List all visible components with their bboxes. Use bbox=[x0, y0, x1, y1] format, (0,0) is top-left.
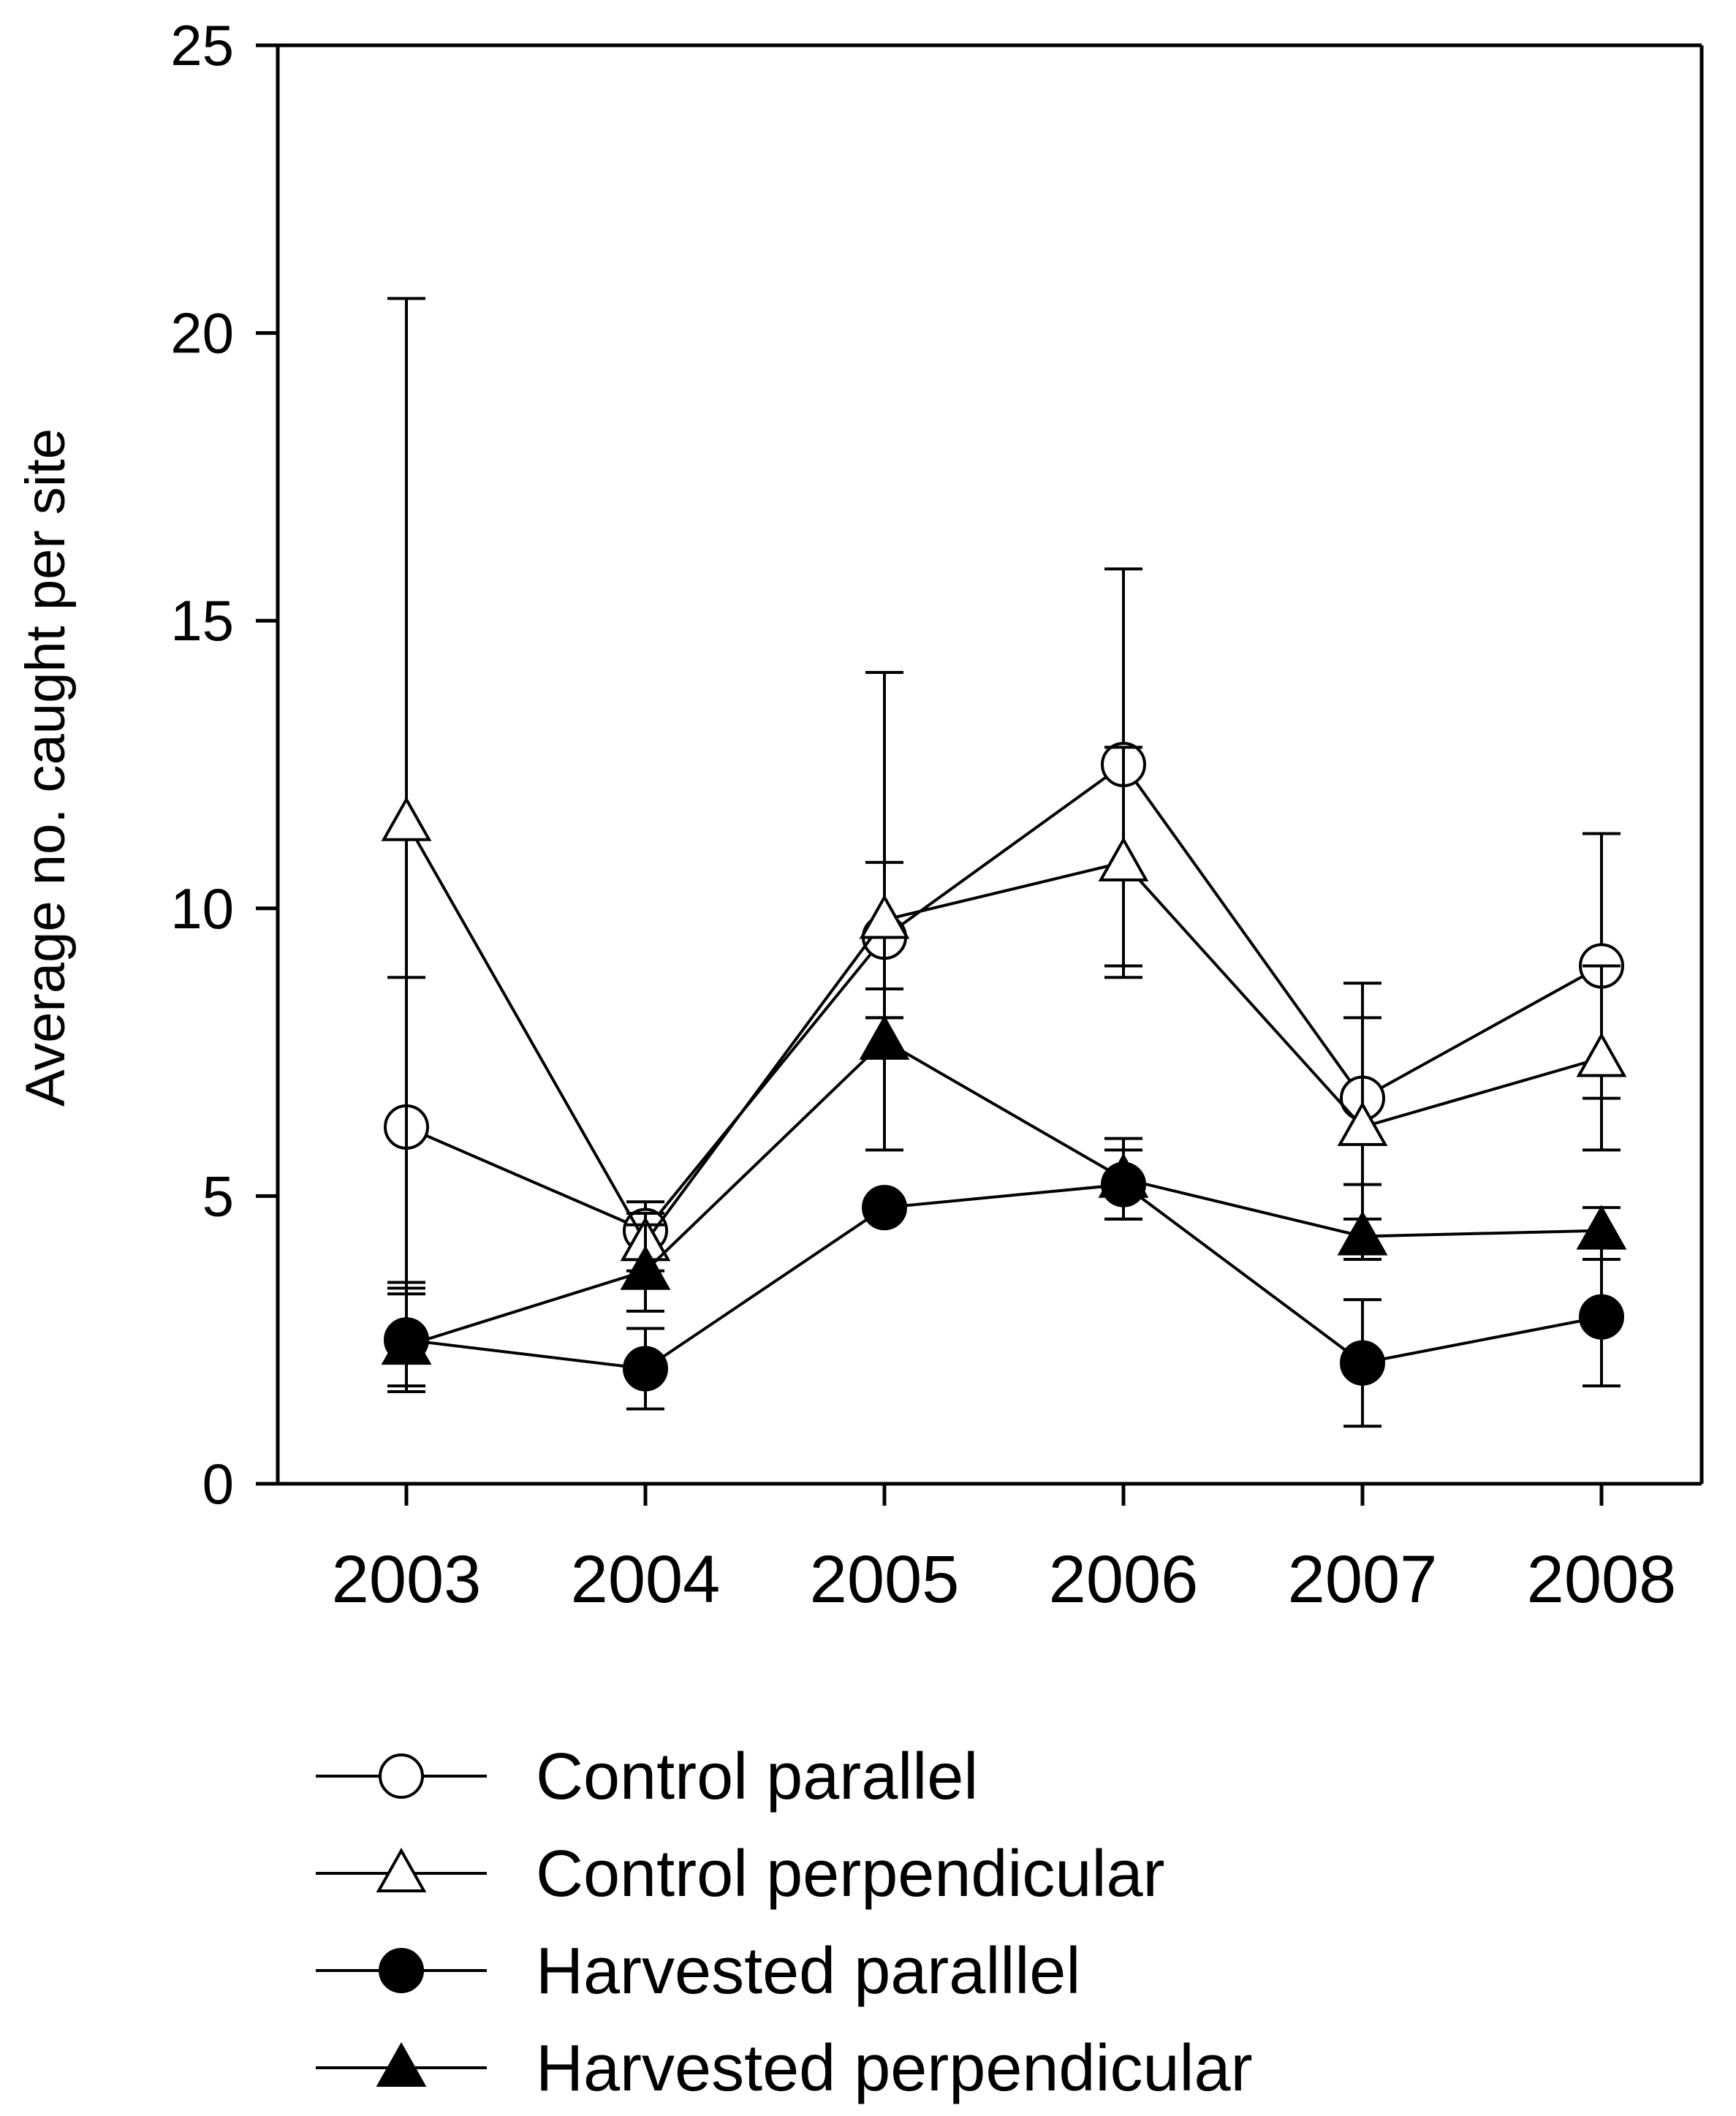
data-point bbox=[862, 1185, 907, 1231]
x-tick-label: 2006 bbox=[1049, 1542, 1199, 1617]
data-point bbox=[1579, 1294, 1624, 1340]
y-axis-label: Average no. caught per site bbox=[15, 428, 77, 1107]
data-point bbox=[859, 894, 910, 939]
data-point bbox=[1337, 1210, 1388, 1256]
legend-label: Harvested perpendicular bbox=[536, 2032, 1253, 2105]
y-tick-label: 20 bbox=[170, 301, 234, 365]
series-line bbox=[406, 1183, 1602, 1370]
data-point bbox=[381, 796, 432, 841]
series-control-perpendicular bbox=[381, 297, 1627, 1342]
series-control-parallel bbox=[384, 567, 1624, 1284]
data-point bbox=[381, 1319, 432, 1365]
data-point bbox=[859, 1015, 910, 1060]
data-point bbox=[1337, 1101, 1388, 1146]
axes: 0 5 10 15 20 25 2003 2004 2005 2006 2007 2008 bbox=[170, 13, 1704, 1617]
series-line bbox=[405, 821, 1602, 1245]
data-point bbox=[1340, 1340, 1385, 1386]
data-point bbox=[1576, 1032, 1627, 1077]
data-point bbox=[1098, 836, 1149, 881]
legend-item: Harvested paralllel bbox=[316, 1935, 1080, 2008]
y-tick-label: 10 bbox=[170, 876, 234, 941]
series-layer bbox=[381, 297, 1627, 1428]
legend-label: Harvested paralllel bbox=[536, 1935, 1080, 2008]
legend-marker bbox=[379, 1753, 424, 1799]
x-tick-label: 2007 bbox=[1288, 1542, 1438, 1617]
x-tick-label: 2005 bbox=[810, 1542, 960, 1617]
data-point bbox=[1098, 1153, 1149, 1198]
series-line bbox=[406, 1039, 1602, 1347]
legend-label: Control parallel bbox=[536, 1740, 978, 1813]
x-tick-label: 2003 bbox=[332, 1542, 482, 1617]
legend-marker bbox=[376, 2041, 427, 2087]
data-point bbox=[1576, 1205, 1627, 1250]
y-tick-label: 0 bbox=[202, 1452, 234, 1516]
data-point bbox=[620, 1245, 671, 1290]
y-tick-label: 25 bbox=[170, 13, 234, 77]
series-line bbox=[406, 762, 1602, 1233]
legend: Control parallel Control perpendicular Har… bbox=[316, 1740, 1253, 2105]
data-point bbox=[623, 1346, 668, 1392]
x-tick-label: 2008 bbox=[1527, 1542, 1677, 1617]
legend-marker bbox=[376, 1847, 427, 1892]
legend-item: Harvested perpendicular bbox=[316, 2032, 1253, 2105]
legend-marker bbox=[379, 1948, 424, 1993]
legend-label: Control perpendicular bbox=[536, 1838, 1165, 1911]
legend-item: Control perpendicular bbox=[316, 1838, 1165, 1911]
series-harvested-paralllel bbox=[384, 1148, 1624, 1428]
y-tick-label: 15 bbox=[170, 588, 234, 653]
y-tick-label: 5 bbox=[202, 1164, 234, 1228]
x-tick-label: 2004 bbox=[571, 1542, 721, 1617]
legend-item: Control parallel bbox=[316, 1740, 978, 1813]
series-harvested-perpendicular bbox=[381, 1015, 1627, 1394]
